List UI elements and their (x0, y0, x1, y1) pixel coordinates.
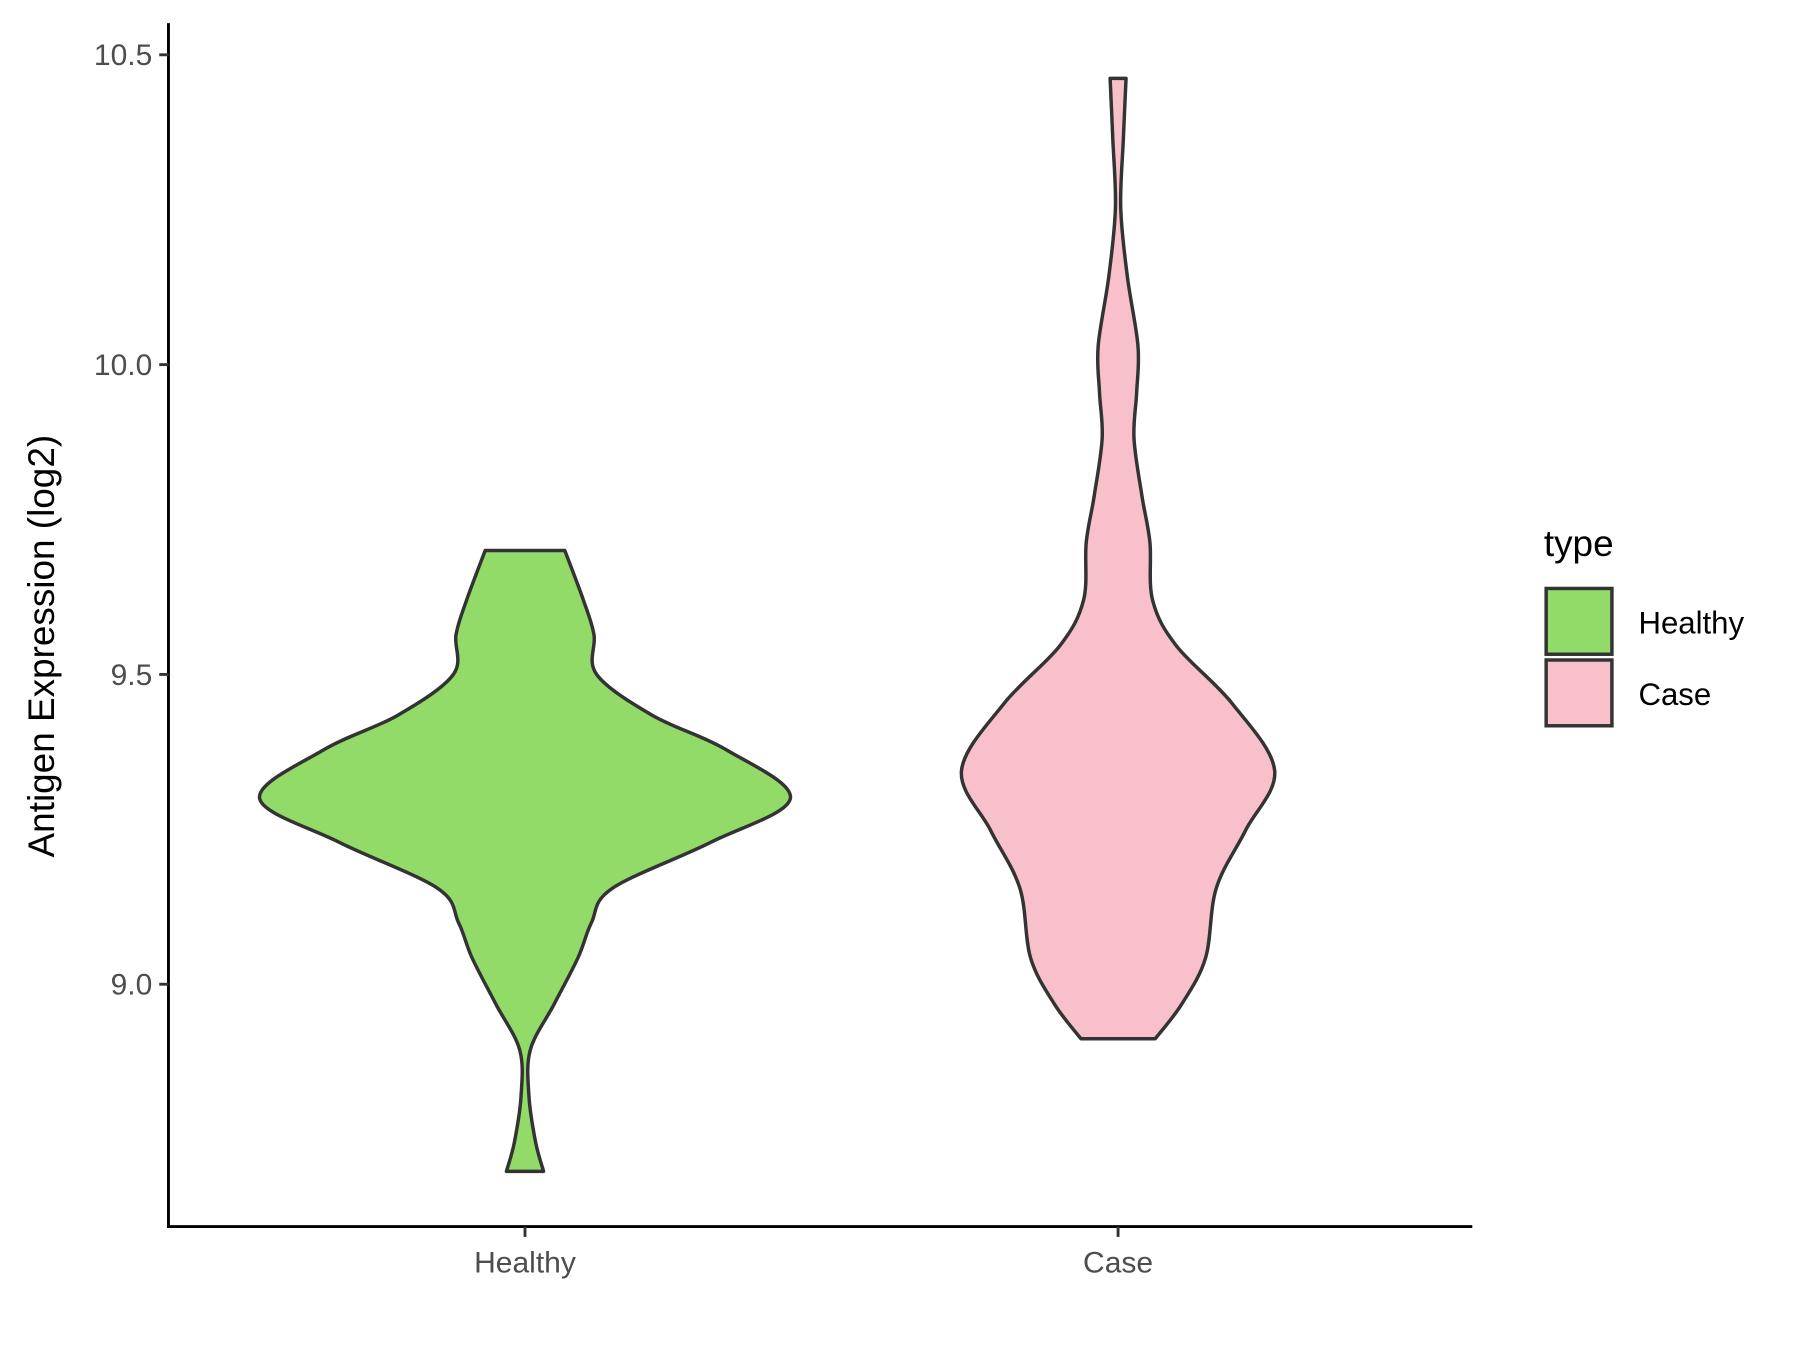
legend: type Healthy Case (1544, 523, 1744, 728)
y-tick-label: 9.5 (111, 659, 153, 692)
violin-healthy (257, 548, 793, 1174)
y-ticks: 9.0 9.5 10.0 10.5 (94, 39, 169, 1002)
violins (257, 76, 1277, 1174)
x-ticks: Healthy Case (474, 1226, 1153, 1280)
y-tick-label: 9.0 (111, 969, 153, 1002)
y-tick-label: 10.0 (94, 349, 152, 382)
legend-label-healthy: Healthy (1638, 605, 1744, 640)
y-tick-label: 10.5 (94, 39, 152, 72)
legend-title: type (1544, 523, 1614, 564)
violin-case (959, 76, 1277, 1041)
legend-key-healthy (1544, 586, 1614, 656)
legend-label-case: Case (1638, 677, 1711, 712)
x-tick-label: Healthy (474, 1247, 576, 1280)
y-axis-label: Antigen Expression (log2) (21, 435, 62, 858)
legend-key-case (1544, 658, 1614, 728)
x-tick-label: Case (1083, 1247, 1153, 1280)
